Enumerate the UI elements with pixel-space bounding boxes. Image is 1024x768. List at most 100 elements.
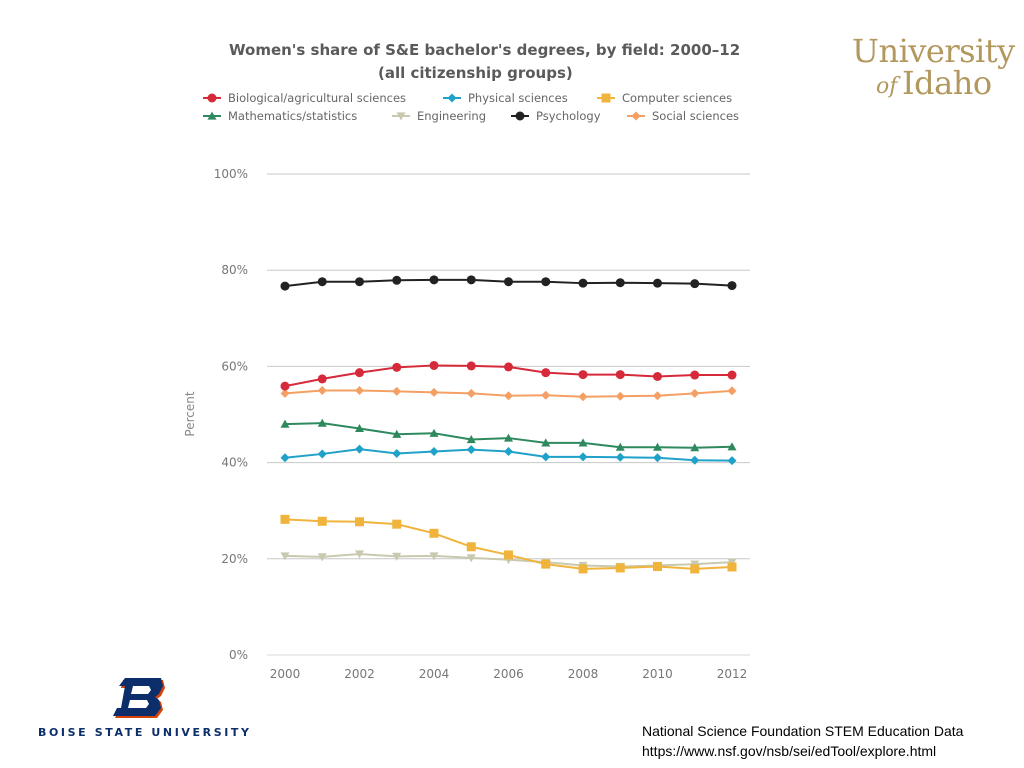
data-point [317,516,327,526]
data-point [727,281,737,291]
data-point [653,453,662,463]
legend-marker [515,111,525,121]
data-point [355,550,364,559]
data-point [355,444,364,454]
legend-marker [396,112,406,121]
data-point [429,275,439,285]
legend-label: Mathematics/statistics [228,109,357,123]
data-point [280,388,290,398]
data-point [541,277,551,287]
data-point [466,388,476,398]
data-point [280,552,290,561]
data-point [504,362,513,372]
data-point [653,561,662,571]
y-tick-label: 60% [221,359,248,373]
data-point [392,429,402,438]
legend-label: Social sciences [652,109,739,123]
data-point [690,279,700,289]
data-point [653,442,662,451]
data-point [317,374,327,384]
data-point [504,391,513,401]
data-point [615,442,625,451]
data-point [690,388,700,398]
data-point [317,449,327,459]
legend-marker [631,111,641,121]
boise-state-b-logo [113,678,165,718]
data-point [466,542,476,552]
data-point [466,445,476,455]
data-point [578,278,588,288]
y-tick-label: 40% [221,456,248,470]
x-tick-label: 2004 [419,667,450,681]
data-point [578,370,588,380]
data-point [504,433,513,442]
data-point [727,370,737,380]
data-point [690,370,700,380]
data-point [466,554,476,563]
data-point [727,442,737,451]
source-citation: National Science Foundation STEM Educati… [642,723,964,739]
data-point [280,453,290,463]
data-point [429,387,439,397]
data-point [280,281,290,291]
data-point [653,391,662,401]
data-point [727,386,737,396]
logo-university-text: University [852,32,1015,70]
data-point [690,455,700,465]
data-point [690,443,700,452]
y-tick-label: 80% [221,263,248,277]
legend-label: Computer sciences [622,91,732,105]
data-point [466,275,476,285]
data-point [429,528,439,538]
data-point [317,277,327,287]
x-tick-label: 2010 [642,667,673,681]
data-point [392,448,402,458]
data-point [317,385,327,395]
boise-state-name: BOISE STATE UNIVERSITY [38,726,252,739]
data-point [541,438,551,447]
data-point [653,372,662,382]
x-tick-label: 2012 [717,667,748,681]
data-point [280,381,290,391]
data-point [578,438,588,447]
data-point [392,519,402,529]
x-tick-label: 2000 [270,667,301,681]
data-point [541,390,551,400]
x-tick-label: 2006 [493,667,524,681]
data-point [429,552,439,561]
university-of-idaho-logo: University of Idaho [852,32,1015,102]
logo-idaho-text: Idaho [902,64,992,102]
data-point [355,385,364,395]
legend-label: Biological/agricultural sciences [228,91,406,105]
y-tick-label: 100% [214,167,248,181]
data-point [653,278,662,288]
data-point [727,456,737,466]
data-point [466,435,476,444]
x-tick-label: 2008 [568,667,599,681]
legend-marker [207,111,217,120]
data-point [504,277,513,287]
data-point [541,452,551,462]
data-point [317,418,327,427]
chart-title: Women's share of S&E bachelor's degrees,… [229,41,741,59]
data-point [355,368,364,378]
x-tick-label: 2002 [344,667,375,681]
y-tick-label: 20% [221,552,248,566]
data-point [615,278,625,288]
data-point [615,370,625,380]
data-point [429,428,439,437]
data-point [541,368,551,378]
data-point [615,452,625,462]
legend-label: Psychology [536,109,601,123]
data-point [690,564,700,574]
data-point [541,559,551,569]
legend-marker [207,93,217,103]
data-point [429,447,439,457]
data-point [355,277,364,287]
legend-label: Physical sciences [468,91,568,105]
data-point [466,361,476,371]
data-point [392,386,402,396]
data-point [392,552,402,561]
data-point [280,419,290,428]
